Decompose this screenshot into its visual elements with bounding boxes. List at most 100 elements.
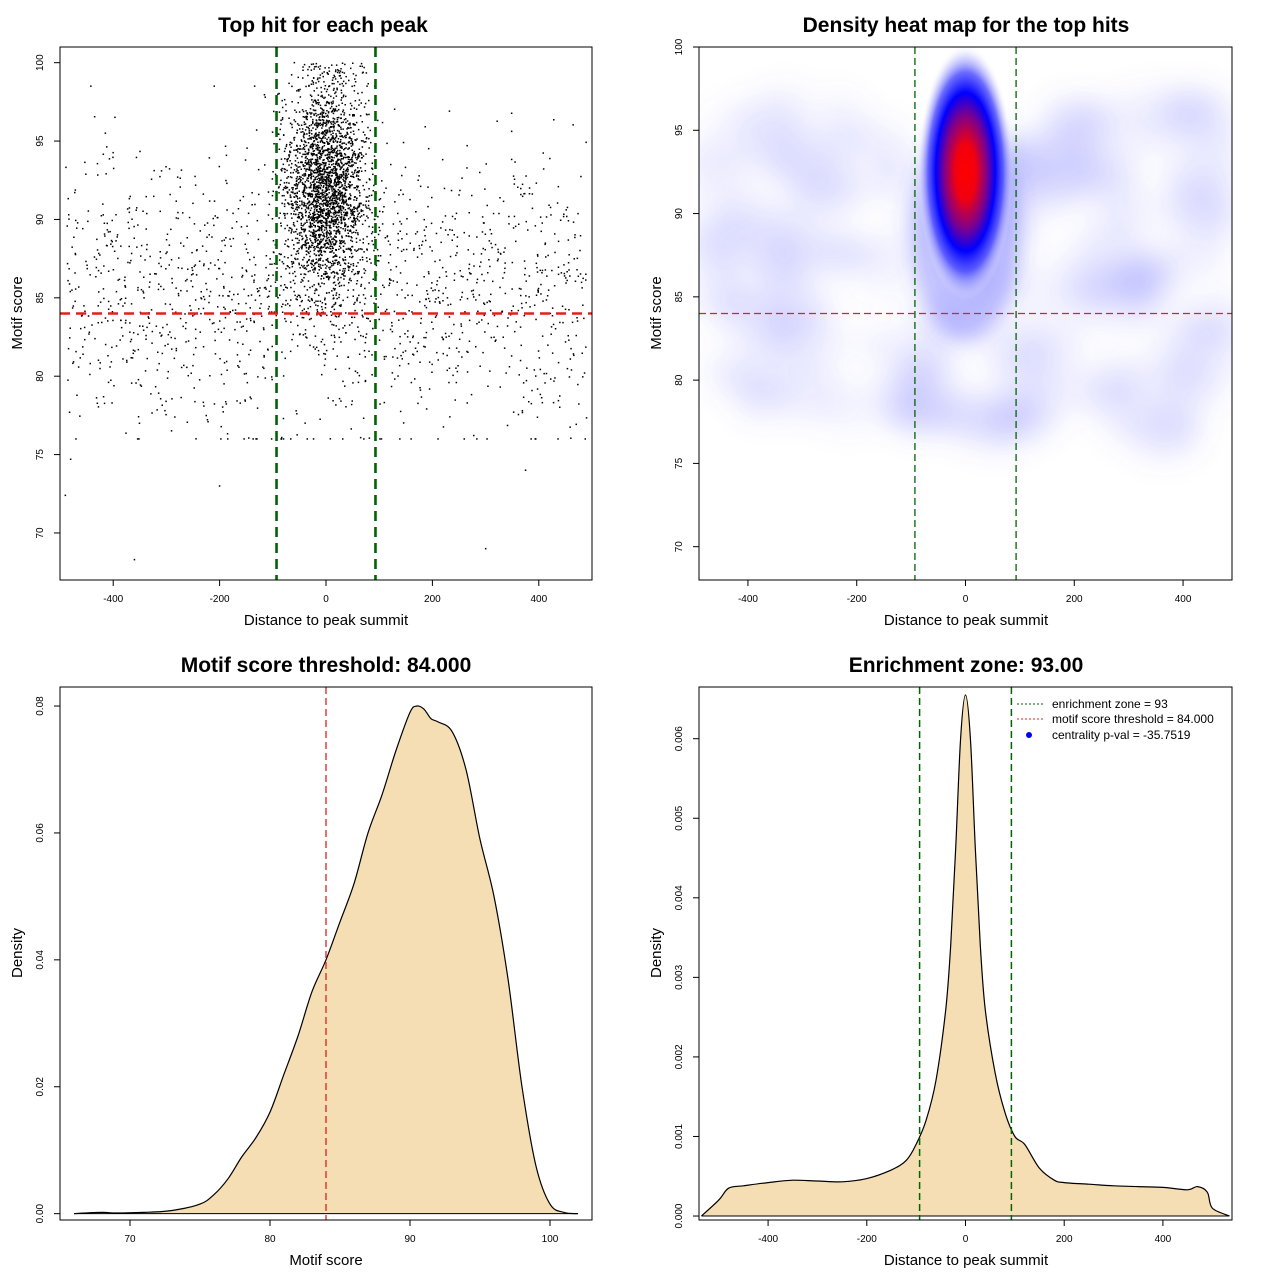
scatter-point xyxy=(344,135,346,137)
scatter-point xyxy=(153,169,155,172)
scatter-point xyxy=(139,150,141,153)
scatter-point xyxy=(513,183,516,185)
scatter-point xyxy=(320,222,322,224)
heatmap-haze-blob xyxy=(764,274,829,331)
scatter-point xyxy=(314,241,316,243)
scatter-point xyxy=(335,185,337,188)
scatter-point xyxy=(103,233,106,235)
scatter-point xyxy=(334,301,337,304)
scatter-point xyxy=(345,200,347,202)
scatter-point xyxy=(264,96,266,98)
scatter-point xyxy=(400,223,403,225)
scatter-point xyxy=(460,325,463,327)
scatter-point xyxy=(402,141,405,144)
scatter-point xyxy=(359,239,361,241)
scatter-point xyxy=(296,434,298,436)
scatter-point xyxy=(550,333,552,335)
scatter-point xyxy=(371,231,374,233)
scatter-point xyxy=(471,194,473,197)
scatter-point xyxy=(329,220,331,223)
scatter-point xyxy=(336,151,338,153)
scatter-point xyxy=(312,233,314,236)
scatter-point xyxy=(338,72,341,74)
scatter-point xyxy=(325,349,328,352)
scatter-point xyxy=(364,297,367,300)
scatter-point xyxy=(326,265,328,267)
scatter-point xyxy=(444,332,447,335)
scatter-point xyxy=(308,216,311,218)
scatter-point xyxy=(192,364,194,367)
scatter-point xyxy=(330,160,333,163)
scatter-point xyxy=(190,280,192,282)
scatter-point xyxy=(325,218,327,220)
scatter-point xyxy=(78,286,80,288)
scatter-point xyxy=(278,148,281,150)
scatter-point xyxy=(306,158,308,160)
scatter-point xyxy=(335,325,337,327)
scatter-point xyxy=(315,115,318,117)
scatter-point xyxy=(389,328,392,331)
scatter-point xyxy=(337,69,339,71)
scatter-point xyxy=(356,208,358,210)
scatter-point xyxy=(333,182,335,184)
scatter-point xyxy=(107,355,109,357)
scatter-point xyxy=(336,168,338,170)
scatter-point xyxy=(352,382,354,384)
scatter-point xyxy=(319,104,322,107)
heatmap-haze-blob xyxy=(857,329,911,362)
scatter-point xyxy=(226,182,228,185)
scatter-point xyxy=(341,82,343,85)
scatter-point xyxy=(468,272,471,274)
scatter-point xyxy=(297,170,299,172)
scatter-point xyxy=(298,239,300,242)
scatter-point xyxy=(349,159,351,161)
scatter-point xyxy=(343,272,345,274)
scatter-point xyxy=(224,316,227,319)
scatter-point xyxy=(309,146,312,149)
scatter-point xyxy=(336,195,338,197)
scatter-point xyxy=(363,438,365,440)
scatter-point xyxy=(321,161,324,164)
scatter-point xyxy=(209,262,212,264)
scatter-point xyxy=(330,227,332,229)
scatter-point xyxy=(292,333,294,336)
scatter-point xyxy=(455,367,457,369)
scatter-point xyxy=(374,236,376,239)
scatter-point xyxy=(326,272,328,275)
scatter-point xyxy=(165,239,168,241)
scatter-point xyxy=(461,291,464,294)
scatter-point xyxy=(554,377,556,379)
scatter-point xyxy=(414,347,417,349)
scatter-point xyxy=(300,168,302,170)
scatter-point xyxy=(330,188,333,190)
scatter-point xyxy=(312,201,315,203)
scatter-point xyxy=(273,311,276,313)
scatter-point xyxy=(349,247,351,250)
scatter-point xyxy=(302,228,304,231)
scatter-point xyxy=(333,220,335,223)
scatter-point xyxy=(296,216,299,219)
scatter-point xyxy=(368,437,371,439)
scatter-point xyxy=(342,268,345,270)
scatter-point xyxy=(478,294,481,296)
scatter-point xyxy=(344,275,346,277)
scatter-point xyxy=(142,329,145,331)
scatter-point xyxy=(321,203,323,206)
scatter-point xyxy=(391,372,394,374)
scatter-point xyxy=(362,210,364,212)
scatter-point xyxy=(310,124,313,126)
scatter-point xyxy=(331,290,333,292)
scatter-point xyxy=(353,231,355,233)
scatter-point xyxy=(218,267,221,270)
scatter-point xyxy=(333,341,336,343)
scatter-point xyxy=(343,240,345,242)
scatter-point xyxy=(325,112,327,115)
scatter-point xyxy=(102,203,104,205)
scatter-point xyxy=(315,161,318,164)
scatter-point xyxy=(364,204,367,206)
scatter-point xyxy=(300,246,302,248)
scatter-point xyxy=(327,131,329,133)
scatter-point xyxy=(521,183,524,186)
scatter-point xyxy=(316,239,319,242)
heatmap-reference-lines xyxy=(699,47,1232,580)
